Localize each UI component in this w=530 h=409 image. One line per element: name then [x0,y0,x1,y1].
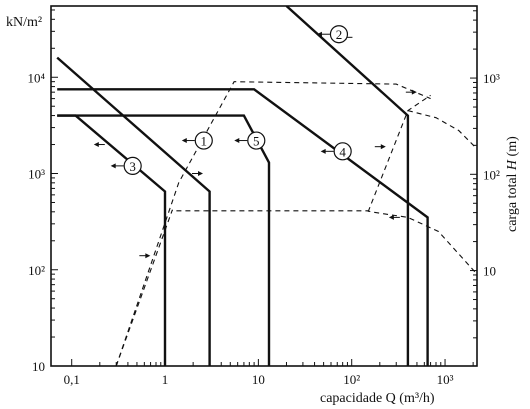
curve-label-circle [247,131,266,150]
flow-arrow [93,142,105,148]
curve-label-1: 1 [181,131,213,150]
pump-curve-2 [285,6,410,366]
y-left-tick-label: 10² [28,263,45,278]
pump-curve-4 [57,88,429,366]
envelope-dashed-line-4 [407,110,477,150]
pump-curve-1 [56,56,211,366]
curve-label-number: 2 [336,27,343,42]
y-left-tick-label: 10³ [28,167,45,182]
x-tick-label: 10 [252,372,265,387]
flow-arrow-head [145,253,151,259]
flow-arrow-head [411,89,417,95]
flow-arrow [405,89,417,95]
y-right-tick-label: 10³ [483,71,500,86]
flow-arrow-head [380,144,386,150]
curve-label-number: 4 [339,144,346,159]
x-tick-label: 10³ [437,372,454,387]
y-left-tick-label: 10⁴ [27,70,45,85]
x-tick-label: 1 [162,372,169,387]
curve-label-arrowhead [316,31,322,37]
curve-label-2: 2 [316,25,349,44]
pump-curve-5 [57,114,271,366]
curve-label-number: 3 [129,159,136,174]
envelope-dashed-line-3 [367,94,431,213]
envelope-dashed-line-1 [115,209,477,366]
y-right-tick-label: 10 [483,264,496,279]
curve-label-5: 5 [234,131,266,150]
y-right-tick-label: 10² [483,167,500,182]
curve-label-arrowhead [181,138,187,144]
pump-curve-3 [57,114,167,366]
flow-arrow-head [93,142,99,148]
envelope-dashed-line-2 [115,81,431,366]
flow-arrow [388,214,400,220]
x-tick-label: 10² [343,372,360,387]
curve-label-4: 4 [320,142,352,161]
x-axis-label: capacidade Q (m³/h) [320,391,435,406]
x-tick-label: 0,1 [64,372,80,387]
curve-label-3: 3 [110,156,142,175]
flow-arrow [374,144,386,150]
y-left-tick-label: 10 [32,359,45,374]
flow-arrow [139,253,151,259]
right-axis-label: carga total H (m) [505,136,520,232]
curve-label-arrowhead [110,163,116,169]
curve-label-number: 1 [201,134,208,149]
flow-arrow [191,171,203,177]
flow-arrow-head [197,171,203,177]
curve-label-circle [123,156,142,175]
left-axis-unit-label: kN/m² [6,15,42,30]
plot-frame [50,5,478,367]
curve-label-arrowhead [234,138,240,144]
curve-label-circle [329,25,349,44]
flow-arrow-head [388,214,394,220]
curve-label-arrowhead [320,148,326,154]
curve-label-circle [194,131,213,150]
curve-label-circle [333,142,352,161]
curve-label-number: 5 [253,134,260,149]
